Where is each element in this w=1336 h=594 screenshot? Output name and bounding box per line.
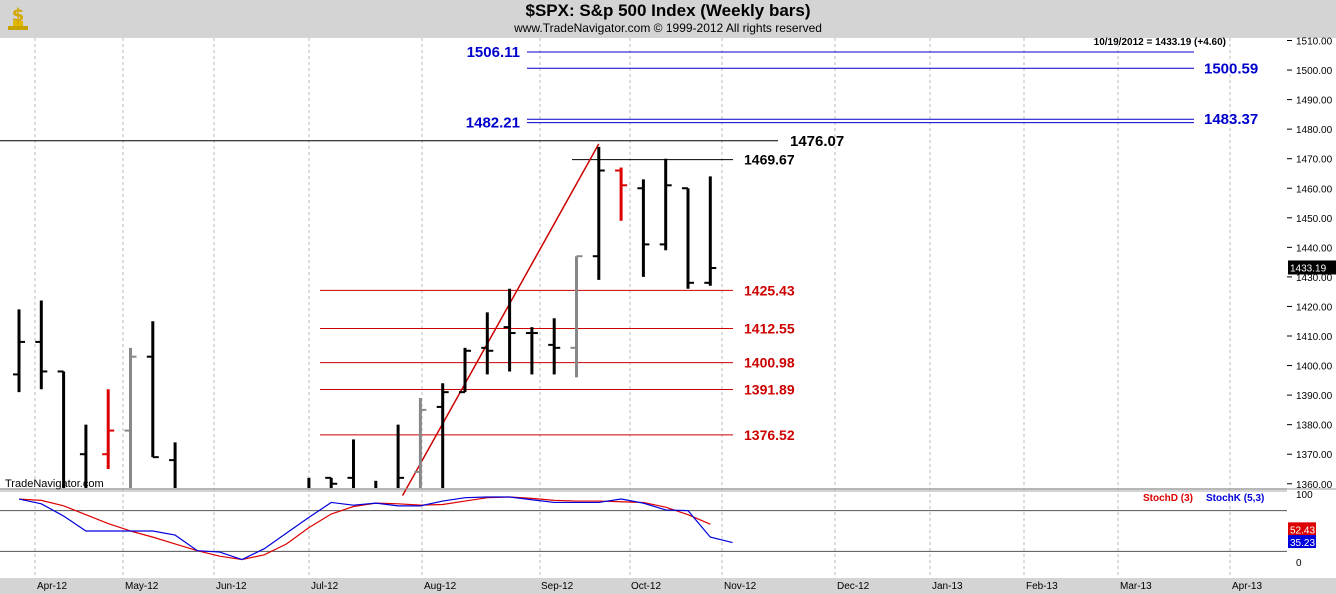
stoch-d-legend: StochD (3) <box>1143 493 1193 504</box>
y-tick-label: 1470.00 <box>1296 155 1333 166</box>
y-tick-label: 1500.00 <box>1296 66 1333 77</box>
stoch-tick-label: 100 <box>1296 490 1313 501</box>
ohlc-bar <box>459 347 471 394</box>
ohlc-bar <box>704 176 717 286</box>
x-tick-label: Oct-12 <box>631 581 661 592</box>
x-tick-label: May-12 <box>125 581 159 592</box>
dollar-sign-trophy-icon[interactable]: $ <box>3 2 33 32</box>
x-tick-label: Jun-12 <box>216 581 247 592</box>
retracement-label: 1376.52 <box>744 427 795 443</box>
resistance-label: 1469.67 <box>744 152 795 168</box>
ohlc-bar <box>570 255 583 378</box>
ohlc-bar <box>682 187 694 289</box>
projection-label: 1482.21 <box>466 115 520 132</box>
x-tick-label: Apr-13 <box>1232 581 1262 592</box>
y-tick-label: 1510.00 <box>1296 37 1333 48</box>
resistance-label: 1476.07 <box>790 133 844 150</box>
y-tick-label: 1370.00 <box>1296 450 1333 461</box>
y-tick-label: 1420.00 <box>1296 302 1333 313</box>
chart-title: $SPX: S&p 500 Index (Weekly bars) <box>525 1 811 20</box>
stoch-k-legend: StochK (5,3) <box>1206 493 1264 504</box>
ohlc-bar <box>325 476 338 488</box>
ohlc-bar <box>436 383 449 488</box>
projection-label: 1506.11 <box>467 44 520 61</box>
svg-text:$: $ <box>12 5 25 26</box>
x-tick-label: Aug-12 <box>424 581 457 592</box>
watermark: TradeNavigator.com <box>5 478 104 490</box>
x-tick-label: Sep-12 <box>541 581 574 592</box>
stoch-k-value: 35.23 <box>1290 538 1315 549</box>
ohlc-bar <box>102 389 115 469</box>
copyright-text: www.TradeNavigator.com © 1999-2012 All r… <box>514 21 822 35</box>
x-tick-label: Mar-13 <box>1120 581 1152 592</box>
y-tick-label: 1360.00 <box>1296 480 1333 491</box>
x-tick-label: Dec-12 <box>837 581 870 592</box>
x-tick-label: Apr-12 <box>37 581 67 592</box>
ohlc-bar <box>592 146 605 280</box>
price-axis-background <box>1287 38 1336 578</box>
ohlc-bar <box>481 312 494 375</box>
ohlc-bar <box>525 327 538 375</box>
ohlc-bar <box>414 398 427 488</box>
stoch-k-line <box>18 496 733 561</box>
x-tick-label: Jan-13 <box>932 581 963 592</box>
last-price-marker <box>1288 260 1336 275</box>
ohlc-bar <box>396 424 405 488</box>
stoch-d-value: 52.43 <box>1290 525 1315 536</box>
y-tick-label: 1490.00 <box>1296 96 1333 107</box>
y-tick-label: 1460.00 <box>1296 184 1333 195</box>
ohlc-bar <box>615 167 628 221</box>
last-price-info: 10/19/2012 = 1433.19 (+4.60) <box>1094 37 1226 48</box>
ohlc-bar <box>35 300 48 390</box>
stoch-tick-label: 0 <box>1296 558 1302 569</box>
projection-label: 1500.59 <box>1204 60 1258 77</box>
y-tick-label: 1450.00 <box>1296 214 1333 225</box>
ohlc-bar <box>637 179 650 277</box>
trend-line <box>401 143 600 496</box>
y-tick-label: 1430.00 <box>1296 273 1333 284</box>
stoch-k-marker <box>1288 535 1316 549</box>
retracement-label: 1400.98 <box>744 355 795 371</box>
y-tick-label: 1410.00 <box>1296 332 1333 343</box>
x-tick-label: Jul-12 <box>311 581 339 592</box>
ohlc-bar <box>57 370 66 488</box>
y-tick-label: 1380.00 <box>1296 421 1333 432</box>
projection-label: 1483.37 <box>1204 111 1258 128</box>
x-tick-label: Feb-13 <box>1026 581 1058 592</box>
ohlc-bar <box>503 288 516 372</box>
retracement-label: 1425.43 <box>744 282 795 298</box>
retracement-label: 1391.89 <box>744 382 795 398</box>
ohlc-bar <box>548 318 561 375</box>
y-tick-label: 1400.00 <box>1296 362 1333 373</box>
ohlc-bar <box>79 424 88 488</box>
stoch-plot-background <box>0 492 1287 578</box>
last-price-label: 1433.19 <box>1290 263 1327 274</box>
ohlc-bar <box>124 347 137 488</box>
y-tick-label: 1440.00 <box>1296 243 1333 254</box>
ohlc-bar <box>347 439 355 488</box>
ohlc-bar <box>169 442 177 488</box>
y-tick-label: 1480.00 <box>1296 125 1333 136</box>
y-tick-label: 1390.00 <box>1296 391 1333 402</box>
x-tick-label: Nov-12 <box>724 581 757 592</box>
ohlc-bar <box>13 309 25 393</box>
stoch-d-marker <box>1288 522 1316 536</box>
retracement-label: 1412.55 <box>744 320 795 336</box>
ohlc-bar <box>146 321 159 459</box>
ohlc-bar <box>659 158 672 251</box>
stoch-d-line <box>18 496 711 561</box>
